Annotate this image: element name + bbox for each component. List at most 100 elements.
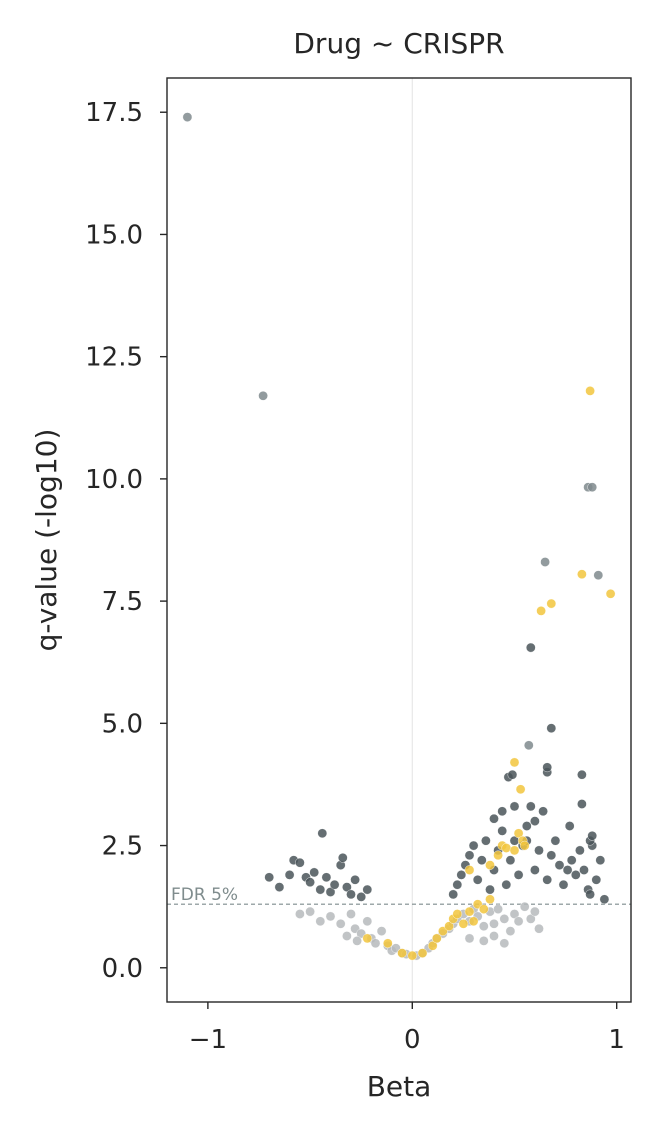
data-point (452, 879, 463, 890)
data-point (489, 813, 499, 824)
data-point (599, 894, 610, 905)
data-point (542, 875, 553, 885)
data-point (515, 784, 526, 795)
data-point (493, 904, 503, 914)
data-point (427, 941, 438, 951)
data-point (501, 879, 512, 890)
data-point (472, 875, 483, 885)
data-point (397, 948, 407, 958)
data-point (571, 870, 581, 880)
data-point (329, 879, 340, 890)
chart-title: Drug ~ CRISPR (293, 27, 504, 60)
data-point (346, 889, 356, 900)
data-point (258, 390, 268, 401)
x-axis-label: Beta (367, 1070, 432, 1103)
data-point (346, 909, 356, 919)
x-tick-label: 1 (608, 1025, 625, 1055)
data-point (558, 879, 569, 890)
data-point (505, 855, 516, 866)
data-point (577, 799, 587, 809)
data-point (499, 914, 510, 924)
data-point (452, 909, 463, 919)
data-point (382, 938, 393, 949)
data-point (577, 769, 587, 780)
data-point (501, 843, 512, 853)
data-point (448, 889, 459, 900)
data-point (350, 875, 360, 885)
data-point (417, 948, 428, 958)
data-point (464, 933, 475, 944)
data-point (564, 821, 575, 831)
y-tick-label: 10.0 (85, 465, 143, 495)
data-point (546, 723, 557, 734)
data-point (522, 821, 532, 831)
data-point (321, 872, 332, 883)
data-point (605, 589, 616, 599)
data-point (481, 835, 491, 846)
data-point (485, 860, 495, 870)
data-point (530, 816, 540, 826)
data-point (376, 926, 387, 936)
data-point (356, 892, 367, 902)
data-point (566, 855, 577, 866)
data-point (431, 933, 442, 944)
y-tick-label: 7.5 (102, 587, 143, 617)
data-point (305, 877, 315, 888)
data-point (562, 865, 573, 875)
data-point (546, 850, 557, 861)
data-point (587, 831, 598, 841)
data-point (538, 806, 548, 817)
data-point (534, 845, 544, 856)
data-point (325, 887, 336, 897)
data-point (530, 906, 540, 917)
data-point (305, 906, 315, 917)
data-point (513, 828, 524, 839)
data-point (493, 850, 503, 861)
data-point (464, 865, 475, 875)
data-point (317, 828, 328, 839)
data-point (509, 845, 520, 856)
data-point (509, 909, 520, 919)
data-point (478, 904, 489, 914)
x-ticks: −1 0 1 (189, 1002, 625, 1055)
data-point (536, 606, 546, 616)
data-point (337, 853, 348, 863)
data-point (464, 906, 475, 917)
data-point (540, 557, 550, 567)
data-point (591, 875, 602, 885)
data-point (513, 870, 524, 880)
data-point (407, 950, 418, 961)
x-tick-label: 0 (404, 1025, 421, 1055)
data-point (497, 806, 508, 817)
data-point (519, 901, 530, 912)
data-point (325, 911, 336, 922)
data-point (315, 884, 326, 895)
data-point (593, 570, 604, 581)
data-point (335, 919, 346, 929)
plot-frame (166, 77, 632, 1003)
data-point (577, 569, 587, 580)
data-point (542, 762, 553, 773)
x-tick-label: −1 (189, 1025, 227, 1055)
data-point (499, 938, 510, 949)
data-point (295, 909, 305, 919)
data-point (264, 872, 275, 883)
data-point (526, 914, 536, 924)
data-point (284, 870, 295, 880)
data-point (362, 884, 373, 895)
points-layer (182, 112, 616, 961)
data-point (456, 870, 467, 880)
data-point (519, 840, 530, 851)
data-point (489, 931, 499, 941)
data-point (585, 386, 595, 396)
data-point (315, 916, 326, 927)
data-point (182, 112, 193, 122)
data-point (513, 916, 524, 927)
data-point (352, 936, 362, 946)
y-tick-label: 17.5 (85, 98, 143, 128)
data-point (274, 882, 285, 892)
y-tick-label: 12.5 (85, 343, 143, 373)
data-point (464, 850, 475, 861)
data-point (587, 482, 598, 493)
